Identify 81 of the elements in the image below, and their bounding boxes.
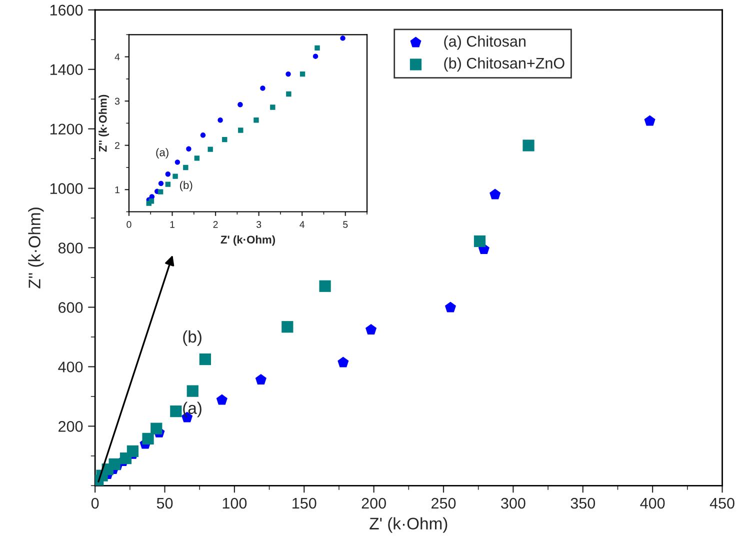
point [254,118,259,123]
y-tick-label: 1400 [50,64,83,76]
point [200,132,206,138]
legend-label: (b) Chitosan+ZnO [444,57,564,72]
y-axis-title: Z'' (k·Ohm) [98,94,109,152]
legend-label: (a) Chitosan [444,36,526,50]
point [522,140,534,152]
point [142,432,154,444]
point [199,353,211,366]
x-tick-label: 2 [213,221,218,228]
point [319,280,331,292]
point [148,198,154,204]
x-tick-label: 3 [256,221,262,228]
annotation: (a) [183,402,202,418]
point [338,356,349,368]
point [340,36,346,41]
x-tick-label: 400 [640,498,665,509]
point [312,54,318,59]
point [186,385,198,397]
point [172,174,178,179]
point [218,118,223,123]
point [286,91,292,97]
point [314,45,320,51]
x-tick-label: 450 [710,498,734,509]
annotation: (b) [180,180,192,192]
point [366,324,377,335]
point [158,189,164,194]
point [170,406,182,418]
x-tick-label: 100 [222,498,247,509]
x-tick-label: 0 [91,498,99,509]
x-tick-label: 0 [126,221,132,228]
y-tick-label: 4 [114,54,120,60]
x-tick-label: 200 [362,498,386,509]
x-axis-title: Z' (k·Ohm) [220,235,275,246]
x-tick-label: 150 [292,498,316,509]
point [194,156,200,161]
annotation: (b) [183,330,202,346]
annotation: (a) [156,148,168,158]
point [108,458,120,470]
point [183,164,188,170]
point [222,136,228,142]
x-tick-label: 350 [570,498,596,509]
point [260,86,266,91]
x-tick-label: 4 [300,221,305,228]
point [216,394,228,405]
x-tick-label: 1 [170,221,174,228]
x-axis-title: Z' (k·Ohm) [370,517,448,533]
point [208,146,213,152]
point [270,104,276,110]
y-tick-label: 200 [58,421,83,432]
y-tick-label: 800 [58,242,83,254]
point [286,71,291,77]
x-tick-label: 300 [501,498,526,509]
y-axis-title: Z'' (k·Ohm) [28,208,44,288]
point [238,128,244,133]
x-tick-label: 250 [432,498,456,509]
y-tick-label: 1200 [50,124,83,135]
point [238,102,243,108]
point [255,374,266,384]
y-tick-label: 1600 [50,4,83,16]
point [300,71,306,77]
point [444,302,456,312]
y-tick-label: 2 [115,142,120,149]
y-tick-label: 400 [58,362,83,372]
point [644,115,656,126]
point [282,321,294,333]
point [165,172,171,177]
x-tick-label: 50 [156,498,173,509]
point [186,146,192,152]
y-tick-label: 600 [58,302,83,313]
point [490,188,501,200]
point [126,445,139,457]
y-tick-label: 3 [114,98,120,105]
point [474,235,486,248]
y-tick-label: 1 [115,186,120,194]
x-tick-label: 5 [343,221,348,228]
point [165,182,171,187]
point [174,160,180,165]
y-tick-label: 1000 [50,183,83,194]
point [150,422,162,434]
point [158,180,164,186]
